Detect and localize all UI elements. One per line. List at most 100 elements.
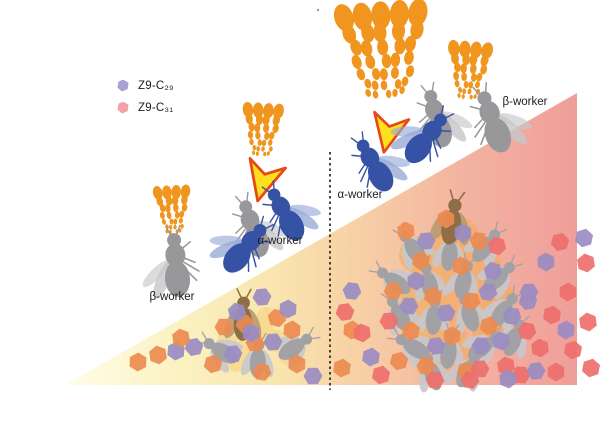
hexagon-orange — [252, 363, 272, 381]
legend-item-z9c31: Z9-C₃₁ — [117, 100, 174, 115]
hexagon-orange — [333, 358, 351, 378]
ovary-large-icon — [333, 0, 428, 99]
hexagon-z9c31-salmon — [353, 323, 371, 343]
ovariole-strand — [371, 1, 392, 99]
ovariole-strand — [261, 103, 274, 157]
pair-right-blue-fly-icon — [390, 105, 455, 164]
hexagon-z9c29-purple — [502, 307, 522, 325]
hexagon-z9c31-salmon — [487, 236, 507, 256]
hexagon-orange — [461, 292, 481, 310]
ovary-right-icon — [448, 39, 494, 100]
hexagon-orange — [452, 256, 470, 276]
alpha-worker-fly-left-icon — [261, 180, 321, 241]
hexagon-z9c29-purple — [407, 271, 425, 291]
hexagon-orange — [437, 209, 455, 229]
hexagon-z9c29-purple — [263, 333, 283, 351]
hexagon-z9c29-purple — [499, 369, 517, 389]
pair-left-blue-fly-icon — [209, 215, 274, 273]
hexagon-z9c29-purple — [227, 302, 247, 322]
alpha-worker-label-left: α-worker — [257, 235, 303, 247]
hexagon-z9c31-salmon — [335, 303, 355, 321]
hexagon-z9c29-purple — [492, 331, 510, 351]
hexagon-z9c29-purple — [483, 261, 503, 281]
ovariole-strand — [352, 2, 381, 99]
legend-label-z9c29: Z9-C₂₉ — [138, 79, 174, 92]
hexagon-orange — [383, 282, 403, 300]
hexagon-orange — [283, 320, 301, 340]
ovariole-strand — [178, 184, 191, 233]
hexagon-orange — [443, 326, 461, 346]
hexagon-z9c31-salmon — [517, 322, 537, 340]
hexagon-orange — [412, 251, 430, 271]
ovariole-strand — [389, 0, 409, 97]
legend-label-z9c31: Z9-C₃₁ — [138, 101, 174, 114]
hexagon-z9c31-salmon — [582, 358, 600, 378]
alpha-worker-fly-right-icon — [350, 131, 410, 192]
hexagon-z9c31-salmon — [460, 371, 480, 389]
hexagon-z9c31-salmon — [577, 253, 595, 273]
z9c29-hexagon-icon — [117, 79, 129, 92]
hexagon-z9c31-salmon — [379, 312, 399, 330]
beta-worker-fly-right-icon — [469, 82, 533, 153]
ovariole-strand — [473, 42, 494, 99]
hexagon-z9c31-salmon — [425, 371, 445, 389]
hexagon-z9c29-purple — [471, 337, 491, 355]
hexagon-orange — [172, 328, 190, 348]
hexagon-orange — [397, 221, 415, 241]
hexagon-z9c31-salmon — [531, 338, 549, 358]
hexagon-orange — [424, 286, 442, 306]
ovariole-strand — [252, 102, 264, 156]
hexagon-orange — [416, 357, 436, 375]
hexagon-z9c31-salmon — [579, 312, 597, 332]
alpha-worker-label-right: α-worker — [337, 189, 383, 201]
hexagon-z9c29-purple — [416, 232, 436, 250]
hexagon-z9c29-purple — [399, 297, 419, 315]
ovariole-strand — [459, 40, 471, 99]
hexagon-orange — [480, 316, 498, 336]
ovariole-strand — [152, 186, 169, 234]
ovariole-strand — [333, 4, 372, 97]
hexagon-z9c31-salmon — [564, 340, 582, 360]
hexagon-z9c29-purple — [279, 299, 297, 319]
ovariole-strand — [162, 185, 174, 234]
hexagon-z9c29-purple — [252, 288, 272, 306]
ovariole-strand — [242, 102, 257, 155]
pheromone-hexagons — [129, 209, 600, 389]
hexagon-orange — [288, 354, 306, 374]
hexagon-z9c29-purple — [362, 347, 380, 367]
ovariole-strand — [171, 184, 181, 234]
hexagon-z9c29-purple — [526, 362, 546, 380]
ovary-left-upper-icon — [242, 102, 284, 157]
hexagon-orange — [402, 321, 420, 341]
hexagon-z9c29-purple — [436, 304, 456, 322]
beta-worker-fly-left-icon — [142, 224, 200, 299]
beta-worker-label-right: β-worker — [502, 96, 548, 108]
ovariole-strand — [266, 103, 284, 156]
hexagon-z9c31-salmon — [543, 305, 561, 325]
hexagon-orange — [129, 352, 147, 372]
hexagon-z9c31-salmon — [497, 356, 515, 376]
ovariole-strand — [467, 41, 482, 100]
hexagon-z9c31-salmon — [372, 365, 390, 385]
hexagon-orange — [389, 351, 409, 371]
hexagon-z9c29-purple — [223, 345, 243, 363]
down-arrow-icon — [248, 157, 287, 203]
hexagon-z9c29-purple — [184, 338, 204, 356]
hexagon-z9c29-purple — [242, 323, 260, 343]
ovariole-strand — [448, 39, 463, 98]
hexagon-z9c31-salmon — [559, 282, 577, 302]
hexagon-z9c29-purple — [454, 223, 472, 243]
hexagon-orange — [203, 354, 223, 374]
hexagon-z9c31-salmon — [550, 232, 570, 252]
hexagon-orange — [469, 232, 489, 250]
legend: Z9-C₂₉ Z9-C₃₁ — [117, 78, 174, 115]
stray-speck — [316, 8, 320, 12]
z9c31-hexagon-icon — [117, 101, 129, 114]
ovariole-strand — [399, 0, 428, 95]
hexagon-z9c29-purple — [575, 228, 593, 248]
hexagon-z9c29-purple — [303, 367, 323, 385]
beta-worker-label-left: β-worker — [149, 291, 195, 303]
hexagon-orange — [214, 318, 234, 336]
